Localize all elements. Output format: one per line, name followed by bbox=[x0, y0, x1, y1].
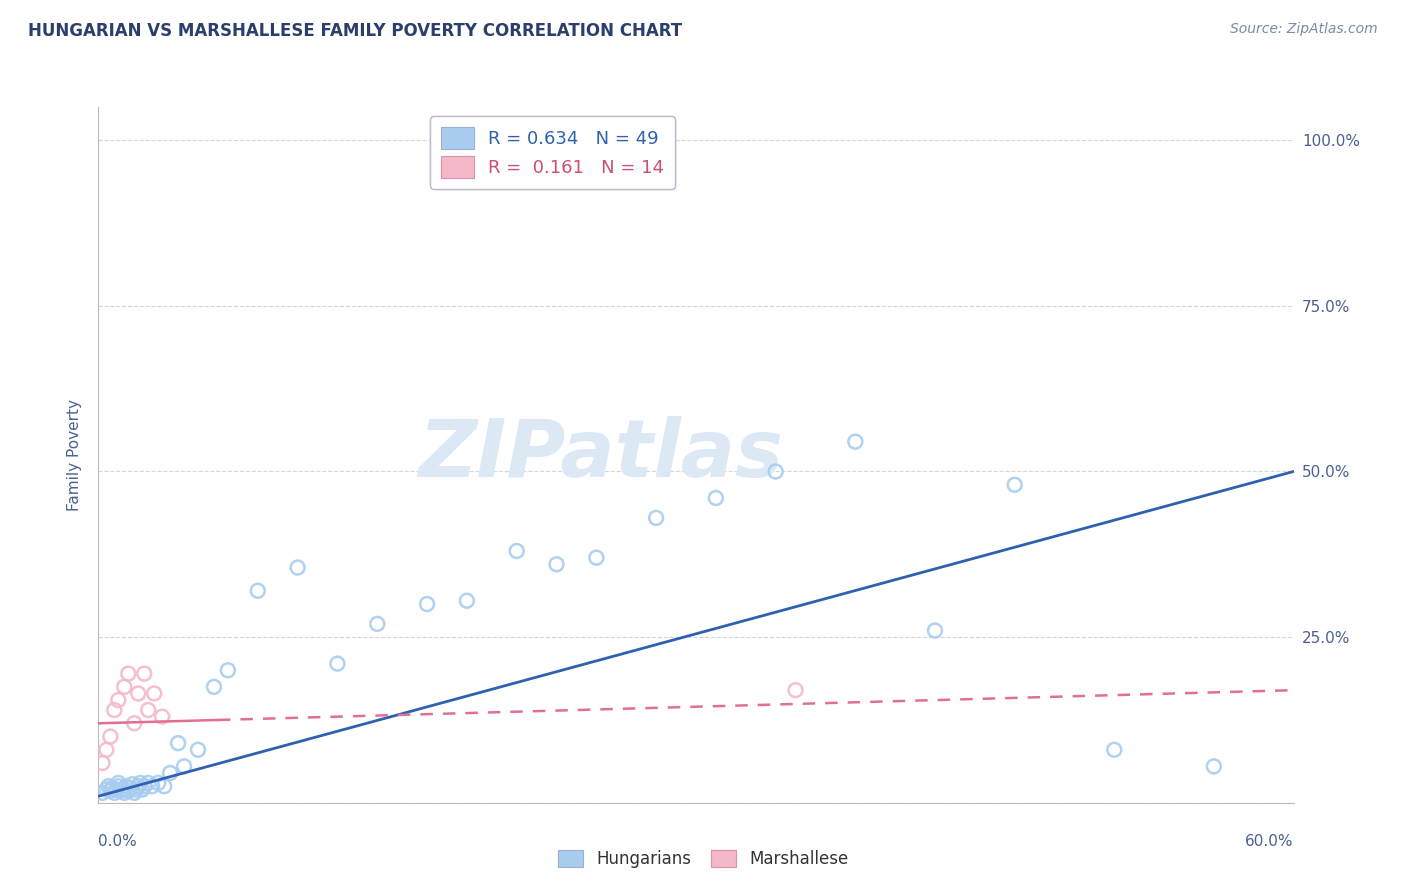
Point bbox=[287, 560, 309, 574]
Point bbox=[136, 703, 159, 717]
Point bbox=[844, 434, 866, 449]
Point bbox=[121, 777, 143, 791]
Point bbox=[124, 716, 146, 731]
Point bbox=[326, 657, 349, 671]
Point bbox=[134, 779, 156, 793]
Point bbox=[117, 784, 139, 798]
Point bbox=[91, 786, 114, 800]
Point bbox=[704, 491, 727, 505]
Point bbox=[103, 703, 125, 717]
Text: 60.0%: 60.0% bbox=[1246, 834, 1294, 849]
Point bbox=[1102, 743, 1125, 757]
Point bbox=[187, 743, 209, 757]
Point bbox=[127, 779, 149, 793]
Point bbox=[456, 593, 478, 607]
Point bbox=[1004, 477, 1026, 491]
Point bbox=[107, 693, 129, 707]
Point bbox=[111, 782, 134, 797]
Point bbox=[112, 680, 135, 694]
Point bbox=[134, 666, 156, 681]
Point bbox=[105, 782, 128, 797]
Point bbox=[96, 743, 118, 757]
Point bbox=[136, 776, 159, 790]
Text: Source: ZipAtlas.com: Source: ZipAtlas.com bbox=[1230, 22, 1378, 37]
Point bbox=[159, 766, 181, 780]
Point bbox=[785, 683, 807, 698]
Point bbox=[107, 779, 129, 793]
Point bbox=[127, 686, 149, 700]
Point bbox=[100, 730, 122, 744]
Point bbox=[124, 786, 146, 800]
Point bbox=[96, 782, 118, 797]
Point bbox=[217, 663, 239, 677]
Point bbox=[91, 756, 114, 770]
Point bbox=[202, 680, 225, 694]
Point bbox=[107, 776, 129, 790]
Point bbox=[416, 597, 439, 611]
Point bbox=[115, 779, 138, 793]
Point bbox=[1202, 759, 1225, 773]
Point bbox=[100, 784, 122, 798]
Point bbox=[97, 779, 120, 793]
Point bbox=[117, 666, 139, 681]
Point bbox=[765, 465, 787, 479]
Legend: Hungarians, Marshallese: Hungarians, Marshallese bbox=[551, 843, 855, 875]
Point bbox=[506, 544, 529, 558]
Point bbox=[129, 776, 152, 790]
Text: HUNGARIAN VS MARSHALLESE FAMILY POVERTY CORRELATION CHART: HUNGARIAN VS MARSHALLESE FAMILY POVERTY … bbox=[28, 22, 682, 40]
Point bbox=[366, 616, 388, 631]
Point bbox=[101, 781, 124, 796]
Point bbox=[112, 786, 135, 800]
Point bbox=[645, 511, 668, 525]
Point bbox=[141, 779, 163, 793]
Point bbox=[246, 583, 269, 598]
Point bbox=[173, 759, 195, 773]
Point bbox=[120, 781, 142, 796]
Point bbox=[148, 776, 170, 790]
Point bbox=[131, 782, 153, 797]
Y-axis label: Family Poverty: Family Poverty bbox=[67, 399, 83, 511]
Point bbox=[153, 779, 176, 793]
Point bbox=[103, 786, 125, 800]
Point bbox=[546, 558, 568, 572]
Point bbox=[585, 550, 607, 565]
Point bbox=[167, 736, 190, 750]
Point bbox=[150, 709, 173, 723]
Legend: R = 0.634   N = 49, R =  0.161   N = 14: R = 0.634 N = 49, R = 0.161 N = 14 bbox=[430, 116, 675, 189]
Point bbox=[110, 784, 132, 798]
Point bbox=[125, 782, 148, 797]
Point bbox=[143, 686, 166, 700]
Text: 0.0%: 0.0% bbox=[98, 834, 138, 849]
Text: ZIPatlas: ZIPatlas bbox=[418, 416, 783, 494]
Point bbox=[924, 624, 946, 638]
